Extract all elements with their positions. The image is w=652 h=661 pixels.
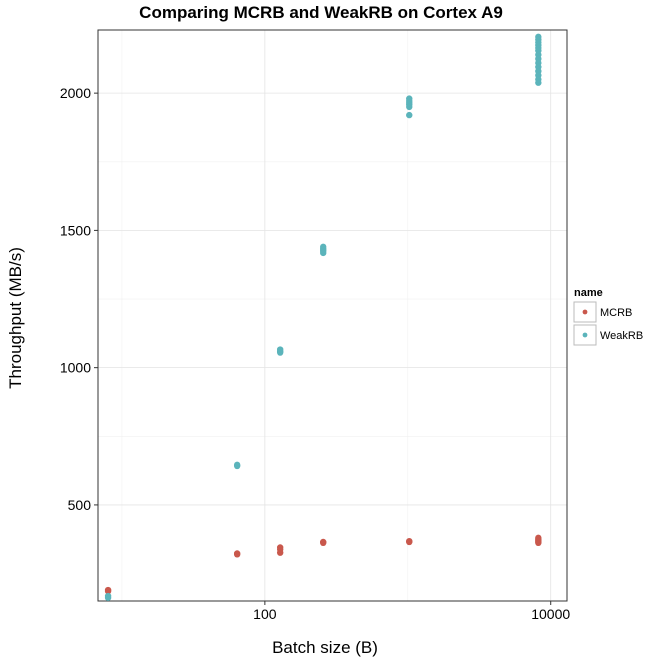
legend-marker-mcrb (582, 309, 588, 315)
series-mcrb (104, 534, 542, 595)
y-tick-label: 1000 (60, 360, 91, 376)
y-axis-title: Throughput (MB/s) (6, 247, 25, 389)
legend-label-mcrb: MCRB (600, 307, 632, 319)
data-point-weakrb (320, 249, 327, 257)
data-point-mcrb (535, 539, 542, 547)
x-axis-title: Batch size (B) (272, 638, 378, 657)
y-tick-label: 500 (68, 497, 92, 513)
legend-title: name (574, 287, 603, 299)
legend: name MCRB WeakRB (573, 287, 643, 346)
data-point-mcrb (276, 549, 284, 556)
data-point-weakrb (233, 462, 241, 470)
x-axis: 100 10000 (253, 601, 570, 622)
data-point-weakrb (406, 103, 413, 111)
data-point-mcrb (406, 538, 413, 546)
data-point-mcrb (233, 551, 241, 558)
data-point-mcrb (320, 539, 327, 547)
series-weakrb (104, 33, 542, 601)
legend-marker-weakrb (582, 332, 588, 338)
data-point-mcrb (104, 587, 112, 595)
x-tick-label: 100 (253, 606, 277, 622)
data-point-weakrb (535, 79, 542, 86)
legend-item-weakrb: WeakRB (573, 324, 643, 346)
grid (98, 30, 567, 601)
legend-item-mcrb: MCRB (573, 301, 632, 323)
data-point-weakrb (276, 349, 284, 356)
x-tick-label: 10000 (531, 606, 570, 622)
y-tick-label: 1500 (60, 222, 91, 238)
data-points (104, 33, 542, 601)
y-tick-label: 2000 (60, 85, 91, 101)
legend-label-weakrb: WeakRB (600, 330, 643, 342)
data-point-weakrb (406, 111, 413, 119)
y-axis: 500 1000 1500 2000 (60, 85, 98, 513)
data-point-weakrb (104, 594, 112, 601)
plot-border (97, 29, 568, 602)
chart-title: Comparing MCRB and WeakRB on Cortex A9 (139, 3, 503, 22)
